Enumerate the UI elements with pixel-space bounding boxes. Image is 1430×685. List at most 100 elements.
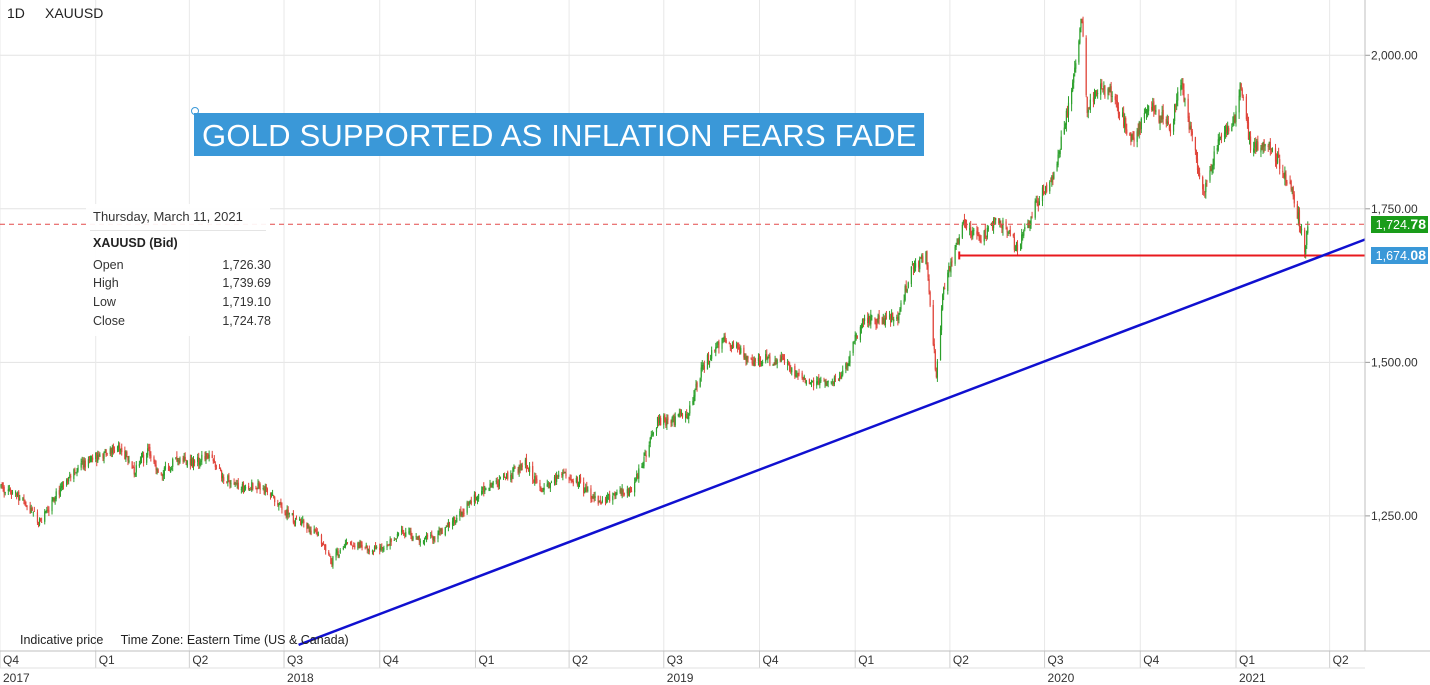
candle-body bbox=[1274, 148, 1277, 162]
candle-body bbox=[8, 488, 10, 491]
x-quarter-label: Q1 bbox=[858, 653, 874, 667]
candle-body bbox=[1064, 124, 1066, 129]
symbol-label[interactable]: XAUUSD bbox=[45, 5, 104, 21]
candle-body bbox=[389, 539, 391, 546]
candle-body bbox=[732, 343, 735, 348]
candle-body bbox=[44, 511, 46, 522]
candle-body bbox=[875, 320, 877, 325]
candle-body bbox=[365, 545, 367, 547]
interval-label[interactable]: 1D bbox=[7, 5, 25, 21]
candle-body bbox=[430, 534, 432, 536]
candle-body bbox=[463, 513, 465, 514]
candle-body bbox=[757, 357, 760, 362]
candle-body bbox=[638, 468, 640, 479]
candle-body bbox=[1239, 83, 1241, 98]
candle-body bbox=[1175, 105, 1177, 107]
candle-body bbox=[973, 229, 975, 232]
uptrend-line bbox=[298, 238, 1366, 647]
candle-body bbox=[941, 295, 944, 310]
candle-body bbox=[425, 535, 428, 540]
candle-body bbox=[830, 381, 832, 383]
candle-body bbox=[1296, 204, 1298, 219]
candle-body bbox=[526, 466, 529, 468]
candle-body bbox=[528, 466, 531, 473]
x-year-label: 2019 bbox=[667, 671, 694, 685]
candle-body bbox=[696, 382, 698, 388]
candle-body bbox=[1247, 122, 1250, 140]
candle-body bbox=[536, 479, 538, 483]
candle-body bbox=[418, 535, 420, 542]
candle-body bbox=[1210, 168, 1212, 172]
candle-body bbox=[663, 415, 665, 425]
candle-body bbox=[818, 379, 820, 385]
candle-body bbox=[670, 421, 672, 424]
candle-body bbox=[623, 493, 625, 495]
candle-body bbox=[692, 400, 694, 405]
candle-body bbox=[287, 509, 289, 515]
tooltip-row-low: Low 1,719.10 bbox=[93, 295, 271, 313]
candle-body bbox=[667, 417, 669, 421]
candle-body bbox=[570, 479, 572, 481]
candle-body bbox=[1079, 28, 1081, 43]
candle-body bbox=[1031, 216, 1033, 218]
candle-body bbox=[772, 365, 774, 366]
candle-body bbox=[847, 363, 849, 368]
candle-body bbox=[1035, 199, 1037, 203]
candle-body bbox=[642, 464, 644, 466]
candle-body bbox=[762, 362, 764, 364]
candle-body bbox=[882, 318, 884, 325]
candle-body bbox=[936, 361, 938, 378]
candle-body bbox=[898, 312, 900, 321]
candle-body bbox=[636, 473, 638, 480]
candle-body bbox=[685, 413, 687, 419]
candle-body bbox=[325, 544, 327, 551]
candle-body bbox=[1144, 112, 1147, 114]
candle-body bbox=[439, 531, 441, 532]
candle-body bbox=[510, 474, 512, 480]
candle-body bbox=[1137, 129, 1139, 137]
candle-body bbox=[1043, 191, 1046, 194]
candle-body bbox=[11, 492, 14, 494]
candle-body bbox=[81, 461, 83, 463]
candle-body bbox=[148, 446, 150, 449]
candle-body bbox=[1195, 150, 1198, 160]
candle-body bbox=[62, 485, 65, 487]
candle-body bbox=[911, 264, 914, 266]
candle-body bbox=[1014, 249, 1017, 251]
candle-body bbox=[242, 483, 245, 493]
candle-body bbox=[41, 521, 43, 523]
candle-body bbox=[820, 380, 822, 382]
candle-body bbox=[518, 465, 520, 473]
indicative-price-note: Indicative price bbox=[20, 633, 104, 647]
candle-body bbox=[434, 537, 436, 539]
candle-body bbox=[1184, 99, 1186, 100]
candle-body bbox=[760, 363, 763, 364]
candle-body bbox=[1202, 177, 1204, 190]
headline-banner: GOLD SUPPORTED AS INFLATION FEARS FADE bbox=[194, 113, 925, 156]
candle-body bbox=[673, 415, 675, 425]
x-quarter-label: Q3 bbox=[667, 653, 683, 667]
candle-body bbox=[593, 496, 595, 500]
tooltip-row-high: High 1,739.69 bbox=[93, 276, 271, 294]
candle-body bbox=[17, 492, 19, 497]
candle-body bbox=[1118, 114, 1121, 117]
candle-body bbox=[233, 482, 235, 484]
candle-body bbox=[191, 460, 194, 468]
candle-body bbox=[630, 490, 633, 493]
candle-body bbox=[1059, 150, 1061, 155]
candle-body bbox=[812, 379, 815, 386]
candle-body bbox=[758, 358, 761, 363]
candle-body bbox=[1050, 181, 1052, 183]
candle-body bbox=[706, 355, 709, 370]
candle-body bbox=[521, 465, 523, 467]
candle-body bbox=[342, 547, 344, 550]
candle-body bbox=[1286, 182, 1288, 184]
candle-body bbox=[995, 218, 997, 221]
candle-body bbox=[190, 458, 193, 466]
candle-body bbox=[38, 519, 41, 525]
candle-body bbox=[1136, 131, 1138, 142]
candle-body bbox=[186, 460, 188, 467]
candle-body bbox=[171, 468, 173, 470]
